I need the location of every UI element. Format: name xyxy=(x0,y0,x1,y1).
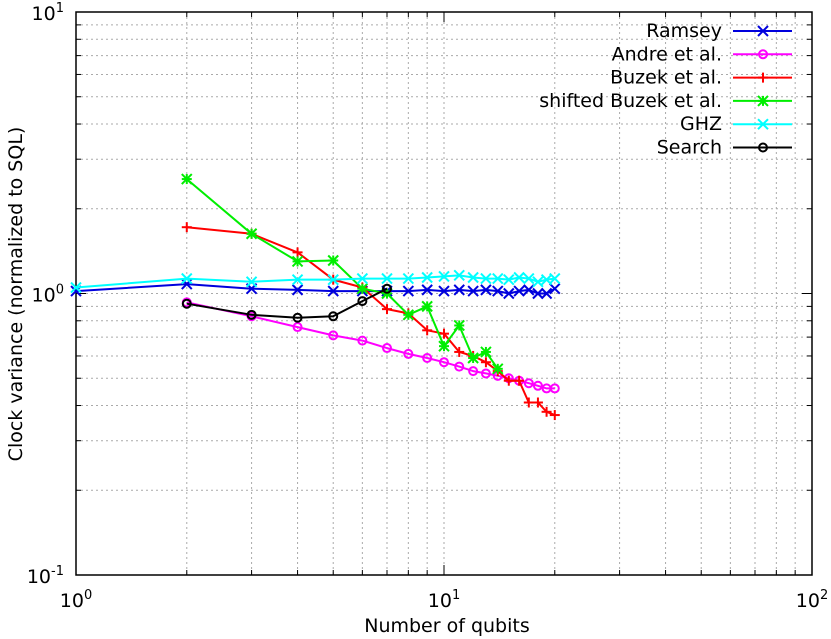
marker-x xyxy=(402,272,415,285)
marker-x xyxy=(421,271,433,284)
legend-item-5: Search xyxy=(657,137,792,159)
y-axis-label: Clock variance (normalized to SQL) xyxy=(5,127,27,462)
marker-circle xyxy=(758,142,768,153)
legend-label: shifted Buzek et al. xyxy=(539,90,722,112)
marker-x xyxy=(513,285,525,297)
marker-circle xyxy=(381,283,392,294)
marker-circle xyxy=(292,312,303,323)
marker-x xyxy=(503,287,515,300)
marker-circle xyxy=(403,348,414,359)
marker-x xyxy=(757,118,769,130)
marker-circle xyxy=(328,311,339,322)
marker-x xyxy=(523,284,535,296)
legend-item-1: Andre et al. xyxy=(612,43,792,65)
marker-circle xyxy=(357,296,368,307)
marker-x xyxy=(467,285,479,297)
marker-x xyxy=(540,287,553,300)
marker-circle xyxy=(381,343,392,354)
legend-label: GHZ xyxy=(680,113,722,135)
marker-circle xyxy=(532,380,543,391)
marker-x xyxy=(503,273,515,286)
marker-x xyxy=(245,276,258,288)
marker-x xyxy=(453,269,465,282)
ticks xyxy=(75,12,812,576)
series-5 xyxy=(181,283,392,323)
y-tick-label: 100 xyxy=(32,283,64,307)
marker-circle xyxy=(328,330,339,341)
marker-x xyxy=(438,285,450,297)
marker-circle xyxy=(468,366,479,377)
marker-circle xyxy=(246,309,257,320)
marker-x xyxy=(492,272,504,285)
marker-x xyxy=(381,272,393,285)
marker-x xyxy=(327,273,339,286)
marker-circle xyxy=(758,49,768,60)
marker-x xyxy=(549,272,561,285)
marker-x xyxy=(480,284,492,296)
legend-label: Buzek et al. xyxy=(610,67,722,89)
marker-x xyxy=(356,272,369,285)
marker-x xyxy=(540,273,553,286)
legend-item-4: GHZ xyxy=(680,113,792,135)
marker-x xyxy=(757,25,769,37)
marker-x xyxy=(480,272,492,285)
marker-circle xyxy=(480,368,491,379)
x-axis-label: Number of qubits xyxy=(364,615,530,637)
marker-circle xyxy=(181,298,192,309)
y-tick-label: 101 xyxy=(32,1,64,25)
marker-x xyxy=(453,284,465,296)
marker-x xyxy=(421,284,433,296)
marker-x xyxy=(70,281,82,294)
marker-circle xyxy=(422,353,433,364)
marker-x xyxy=(513,271,525,284)
series-2 xyxy=(181,222,560,421)
series-4 xyxy=(70,269,561,294)
legend-item-3: shifted Buzek et al. xyxy=(539,90,792,112)
legend-item-2: Buzek et al. xyxy=(610,67,792,89)
marker-circle xyxy=(439,357,449,368)
x-tick-label: 100 xyxy=(60,588,92,612)
series-1 xyxy=(181,297,560,394)
marker-x xyxy=(327,285,339,297)
grid xyxy=(76,12,812,575)
series-line xyxy=(186,301,555,390)
legend-label: Andre et al. xyxy=(612,43,722,65)
series-line xyxy=(75,274,555,289)
series-layer xyxy=(70,173,561,421)
marker-x xyxy=(532,287,544,300)
marker-circle xyxy=(357,335,368,346)
marker-x xyxy=(532,276,544,288)
x-tick-label: 101 xyxy=(428,588,460,612)
marker-x xyxy=(549,282,561,295)
series-3 xyxy=(181,173,504,375)
marker-x xyxy=(492,285,504,297)
legend-item-0: Ramsey xyxy=(646,20,792,42)
series-line xyxy=(186,178,499,370)
series-0 xyxy=(70,278,561,300)
y-tick-label: 10-1 xyxy=(27,564,64,588)
marker-circle xyxy=(549,383,560,394)
marker-x xyxy=(181,272,193,285)
x-tick-label: 102 xyxy=(796,588,828,612)
legend-label: Search xyxy=(657,137,722,159)
marker-x xyxy=(523,272,535,285)
marker-circle xyxy=(292,322,303,333)
marker-x xyxy=(291,273,304,286)
marker-circle xyxy=(523,378,534,389)
marker-x xyxy=(402,285,415,297)
marker-circle xyxy=(454,361,465,372)
legend-label: Ramsey xyxy=(646,20,722,42)
marker-x xyxy=(438,270,450,283)
marker-x xyxy=(291,284,304,296)
marker-x xyxy=(467,271,479,284)
